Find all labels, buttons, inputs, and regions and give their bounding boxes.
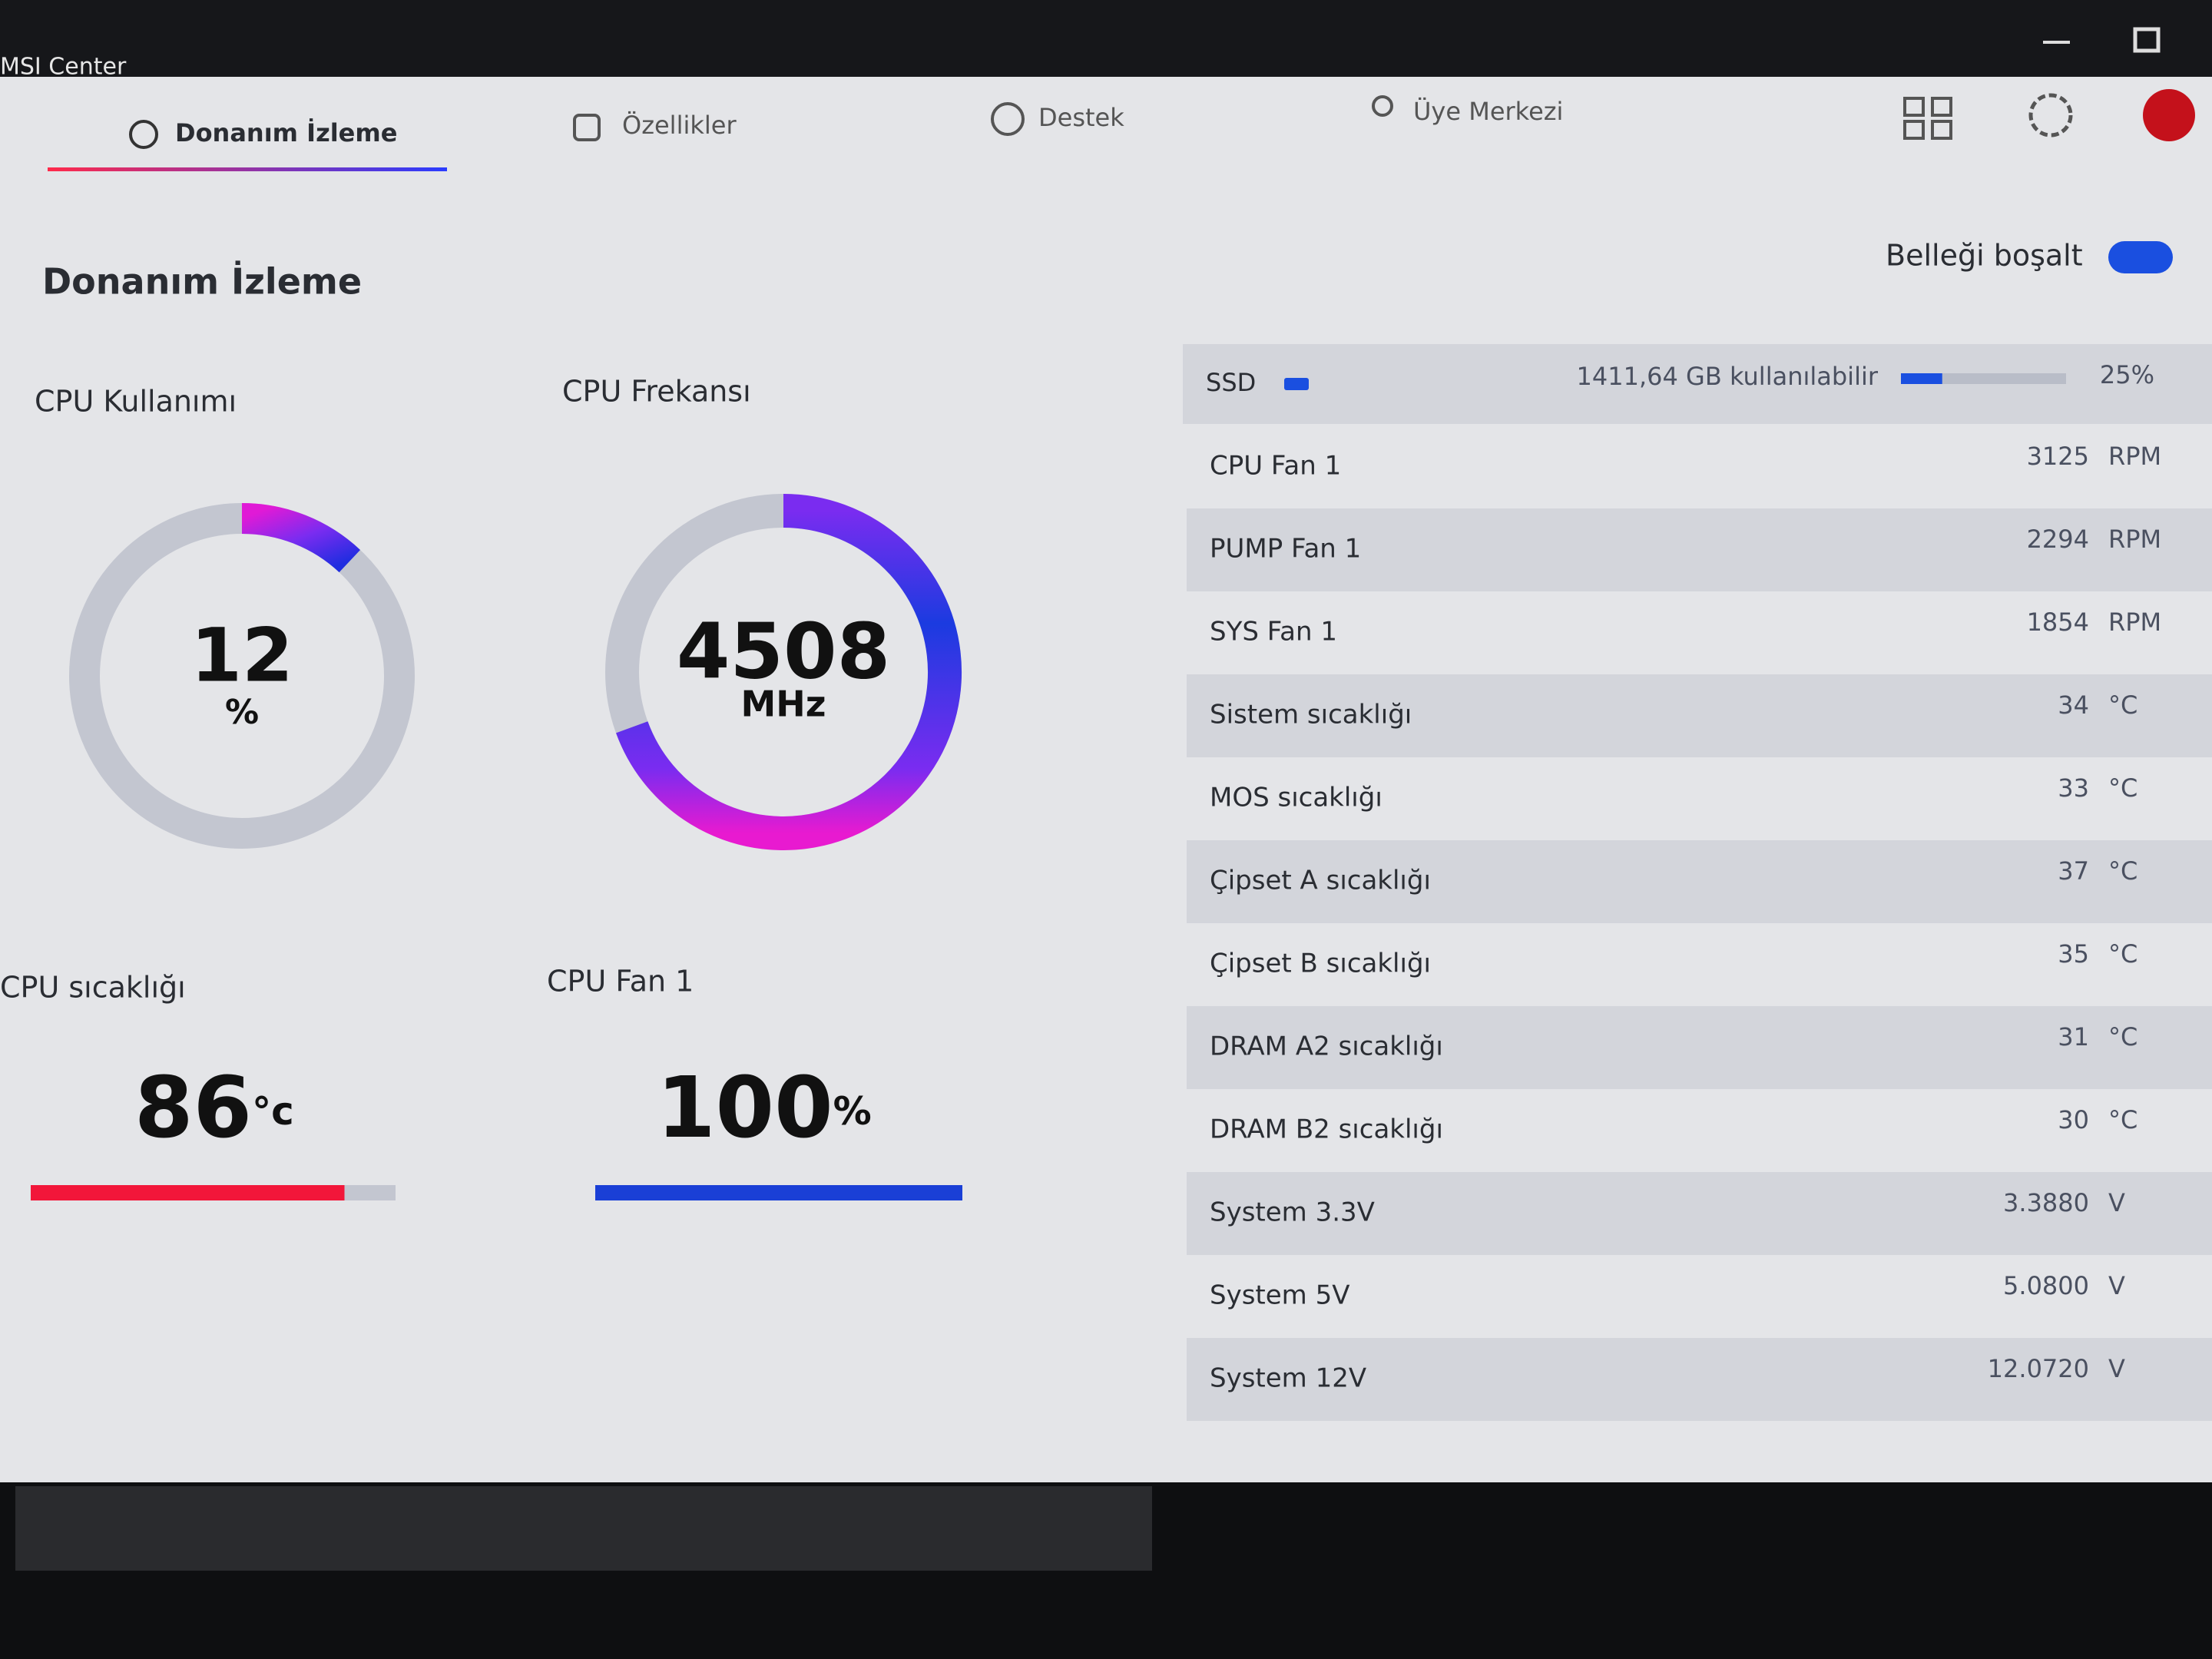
widget-value-unit: %	[833, 1089, 872, 1134]
sensor-name: System 12V	[1210, 1363, 1366, 1394]
sensor-row-bg	[1187, 1006, 2212, 1089]
sensor-name: MOS sıcaklığı	[1210, 783, 1382, 813]
sensor-row-bg	[1187, 674, 2212, 757]
tab[interactable]: Özellikler	[622, 111, 737, 140]
sensor-unit: V	[2108, 1188, 2125, 1217]
tab-icon	[991, 102, 1025, 136]
gauge-unit: MHz	[740, 684, 826, 725]
sensor-value: 37	[2058, 856, 2089, 886]
sensor-unit: V	[2108, 1271, 2125, 1300]
sensor-name: Çipset A sıcaklığı	[1210, 866, 1431, 896]
widget-label: CPU Fan 1	[547, 965, 694, 998]
gauge-arc	[616, 494, 962, 850]
sensor-value: 3.3880	[2003, 1188, 2089, 1217]
sensor-name: Sistem sıcaklığı	[1210, 700, 1412, 730]
sensor-name: System 3.3V	[1210, 1197, 1375, 1228]
sensor-value: 12.0720	[1988, 1354, 2089, 1383]
title-bar	[0, 0, 2212, 84]
bar	[595, 1185, 962, 1200]
sensor-row-bg	[1187, 1338, 2212, 1421]
page-title: Donanım İzleme	[42, 261, 362, 303]
ssd-bar	[1901, 373, 1942, 384]
sensor-name: PUMP Fan 1	[1210, 534, 1361, 565]
sensor-value: 31	[2058, 1022, 2089, 1051]
widget-value-number: 100	[657, 1058, 833, 1157]
sensor-name: DRAM A2 sıcaklığı	[1210, 1031, 1443, 1062]
widget-label: CPU Frekansı	[562, 375, 751, 409]
dynamic: 86°c 100% SSD 1411,64 GB kullanılabilir 25% C…	[31, 344, 2212, 1421]
sensor-value: 1854	[2027, 608, 2089, 637]
sensor-name: System 5V	[1210, 1280, 1349, 1311]
tab-icon	[573, 114, 601, 141]
bar	[31, 1185, 345, 1200]
tab-underline	[48, 167, 447, 171]
sensor-value: 35	[2058, 939, 2089, 969]
sensor-value: 2294	[2027, 525, 2089, 554]
widget-value: 86°c	[134, 1058, 294, 1157]
gauge-value: 12	[190, 612, 293, 698]
sensor-unit: RPM	[2108, 442, 2161, 471]
memory-toggle[interactable]	[2108, 241, 2173, 273]
sensor-name: DRAM B2 sıcaklığı	[1210, 1114, 1443, 1145]
avatar-button[interactable]	[2143, 89, 2195, 141]
monitor-stand	[15, 1486, 1152, 1571]
sensor-value: 33	[2058, 773, 2089, 803]
tab[interactable]: Donanım İzleme	[175, 118, 397, 147]
sensor-unit: °C	[2108, 939, 2137, 969]
sensor-unit: V	[2108, 1354, 2125, 1383]
sensor-unit: °C	[2108, 1105, 2137, 1134]
sensor-row-bg	[1187, 840, 2212, 923]
sensor-row-bg	[1187, 1172, 2212, 1255]
ssd-available: 1411,64 GB kullanılabilir	[1577, 362, 1879, 391]
sensor-unit: RPM	[2108, 525, 2161, 554]
widget-value-number: 86	[134, 1058, 252, 1157]
settings-button[interactable]	[2028, 93, 2073, 137]
sensor-value: 34	[2058, 690, 2089, 720]
tab-icon	[1372, 95, 1393, 117]
maximize-button[interactable]	[2133, 27, 2161, 53]
window-title: MSI Center	[0, 54, 127, 81]
widget-label: CPU Kullanımı	[35, 385, 237, 419]
sensor-value: 3125	[2027, 442, 2089, 471]
sensor-unit: °C	[2108, 690, 2137, 720]
sensor-row-bg	[1187, 508, 2212, 591]
ssd-icon	[1284, 378, 1309, 390]
sensor-name: SYS Fan 1	[1210, 617, 1337, 647]
sensor-name: SSD	[1206, 368, 1256, 397]
ssd-usage: 25%	[2100, 360, 2154, 389]
sensor-unit: °C	[2108, 856, 2137, 886]
sensor-unit: °C	[2108, 1022, 2137, 1051]
widget-label: CPU sıcaklığı	[0, 971, 186, 1005]
gauge-arc	[241, 503, 361, 573]
memory-button-label: Belleği boşalt	[1886, 239, 2083, 273]
sensor-name: Çipset B sıcaklığı	[1210, 949, 1431, 979]
sensor-unit: RPM	[2108, 608, 2161, 637]
sensor-value: 5.0800	[2003, 1271, 2089, 1300]
tab[interactable]: Destek	[1038, 103, 1124, 132]
tab[interactable]: Üye Merkezi	[1413, 97, 1563, 126]
widget-value-unit: °c	[252, 1089, 294, 1134]
tab-icon	[129, 120, 158, 149]
grid-button[interactable]	[1903, 97, 1952, 140]
gauge-unit: %	[225, 693, 259, 732]
sensor-value: 30	[2058, 1105, 2089, 1134]
nav: Donanım İzleme Özellikler Destek Üye Mer…	[48, 89, 2195, 171]
sensor-unit: °C	[2108, 773, 2137, 803]
sensor-name: CPU Fan 1	[1210, 451, 1341, 482]
gauge-value: 4508	[677, 606, 890, 696]
widget-value: 100%	[657, 1058, 872, 1157]
